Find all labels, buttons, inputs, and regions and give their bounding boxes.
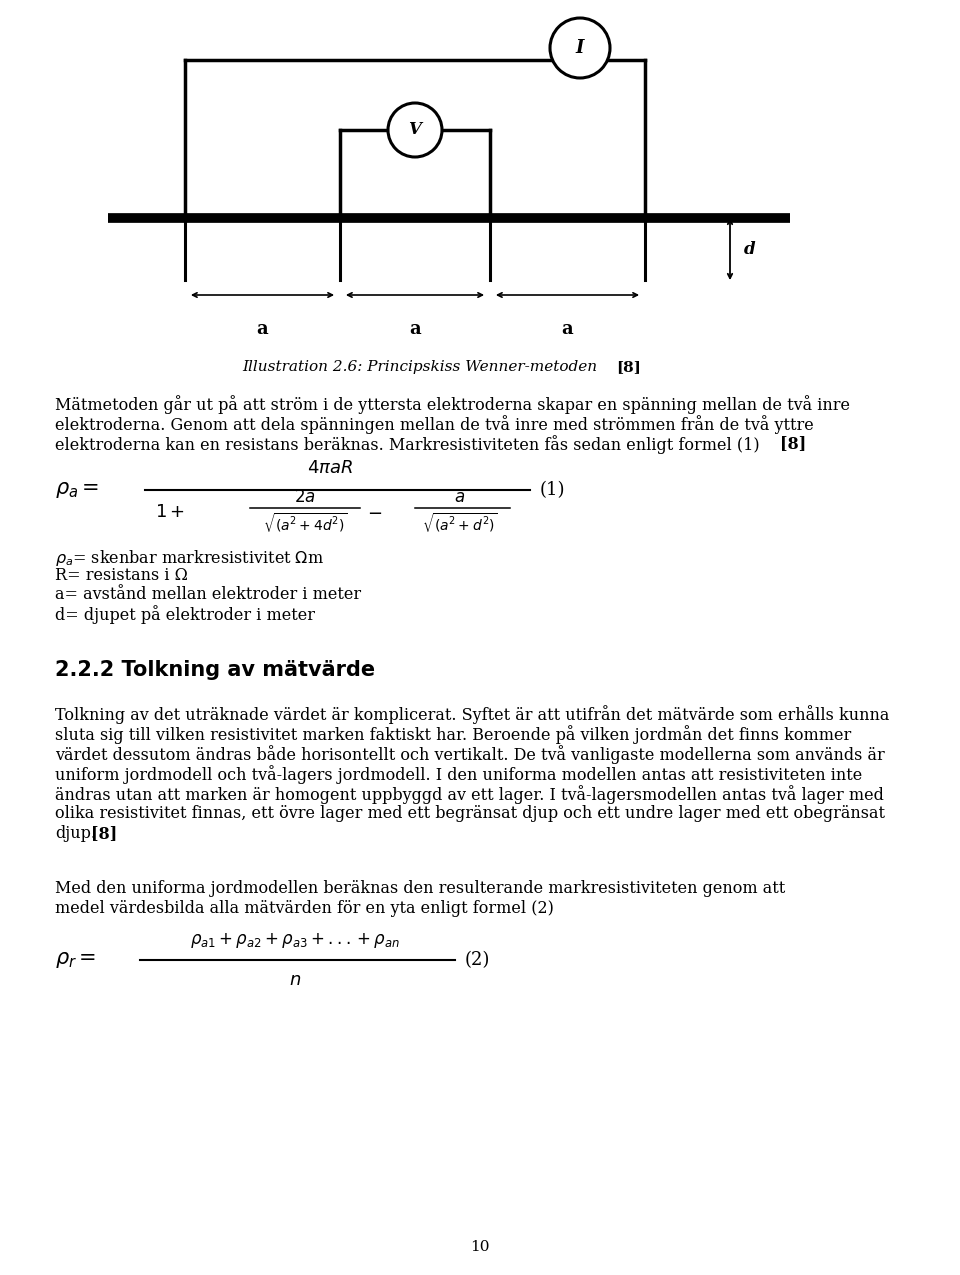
Text: värdet dessutom ändras både horisontellt och vertikalt. De två vanligaste modell: värdet dessutom ändras både horisontellt… (55, 745, 885, 764)
Text: $\rho_r=$: $\rho_r=$ (55, 950, 96, 970)
Text: Med den uniforma jordmodellen beräknas den resulterande markresistiviteten genom: Med den uniforma jordmodellen beräknas d… (55, 880, 785, 898)
Text: Illustration 2.6: Principskiss Wenner-metoden: Illustration 2.6: Principskiss Wenner-me… (243, 360, 597, 374)
Text: elektroderna. Genom att dela spänningen mellan de två inre med strömmen från de : elektroderna. Genom att dela spänningen … (55, 414, 814, 434)
Text: sluta sig till vilken resistivitet marken faktiskt har. Beroende på vilken jordm: sluta sig till vilken resistivitet marke… (55, 725, 852, 743)
Text: $4\pi aR$: $4\pi aR$ (307, 459, 353, 477)
Text: [8]: [8] (780, 435, 806, 453)
Text: olika resistivitet finnas, ett övre lager med ett begränsat djup och ett undre l: olika resistivitet finnas, ett övre lage… (55, 805, 885, 822)
Text: $\sqrt{(a^2+d^2)}$: $\sqrt{(a^2+d^2)}$ (422, 511, 498, 536)
Text: uniform jordmodell och två-lagers jordmodell. I den uniforma modellen antas att : uniform jordmodell och två-lagers jordmo… (55, 765, 862, 784)
Text: $n$: $n$ (289, 972, 301, 989)
Text: $-$: $-$ (368, 504, 383, 521)
Text: a: a (409, 320, 420, 338)
Circle shape (550, 18, 610, 78)
Text: 10: 10 (470, 1241, 490, 1255)
Text: $\rho_a=$: $\rho_a=$ (55, 479, 99, 500)
Text: medel värdesbilda alla mätvärden för en yta enligt formel (2): medel värdesbilda alla mätvärden för en … (55, 900, 554, 917)
Text: $\rho_a$= skenbar markresistivitet $\Omega$m: $\rho_a$= skenbar markresistivitet $\Ome… (55, 548, 324, 567)
Text: Mätmetoden går ut på att ström i de yttersta elektroderna skapar en spänning mel: Mätmetoden går ut på att ström i de ytte… (55, 395, 850, 414)
Text: $a$: $a$ (454, 490, 466, 506)
Text: (2): (2) (465, 951, 491, 969)
Text: V: V (409, 121, 421, 139)
Text: a: a (562, 320, 573, 338)
Text: d: d (744, 241, 756, 258)
Text: (1): (1) (540, 481, 565, 499)
Text: [8]: [8] (91, 825, 117, 842)
Circle shape (388, 103, 442, 157)
Text: 2.2.2 Tolkning av mätvärde: 2.2.2 Tolkning av mätvärde (55, 660, 375, 680)
Text: a= avstånd mellan elektroder i meter: a= avstånd mellan elektroder i meter (55, 586, 361, 603)
Text: I: I (576, 40, 585, 57)
Text: R= resistans i Ω: R= resistans i Ω (55, 567, 188, 584)
Text: $2a$: $2a$ (294, 490, 316, 506)
Text: $1+$: $1+$ (155, 504, 185, 521)
Text: $\rho_{a1}+\rho_{a2}+\rho_{a3}+...+\rho_{an}$: $\rho_{a1}+\rho_{a2}+\rho_{a3}+...+\rho_… (190, 931, 400, 950)
Text: $\sqrt{(a^2+4d^2)}$: $\sqrt{(a^2+4d^2)}$ (263, 511, 348, 536)
Text: ändras utan att marken är homogent uppbyggd av ett lager. I två-lagersmodellen a: ändras utan att marken är homogent uppby… (55, 785, 884, 805)
Text: a: a (256, 320, 268, 338)
Text: djup.: djup. (55, 825, 96, 842)
Text: d= djupet på elektroder i meter: d= djupet på elektroder i meter (55, 606, 315, 623)
Text: Tolkning av det uträknade värdet är komplicerat. Syftet är att utifrån det mätvä: Tolkning av det uträknade värdet är komp… (55, 705, 889, 724)
Text: [8]: [8] (616, 360, 641, 374)
Text: elektroderna kan en resistans beräknas. Markresistiviteten fås sedan enligt form: elektroderna kan en resistans beräknas. … (55, 435, 759, 454)
